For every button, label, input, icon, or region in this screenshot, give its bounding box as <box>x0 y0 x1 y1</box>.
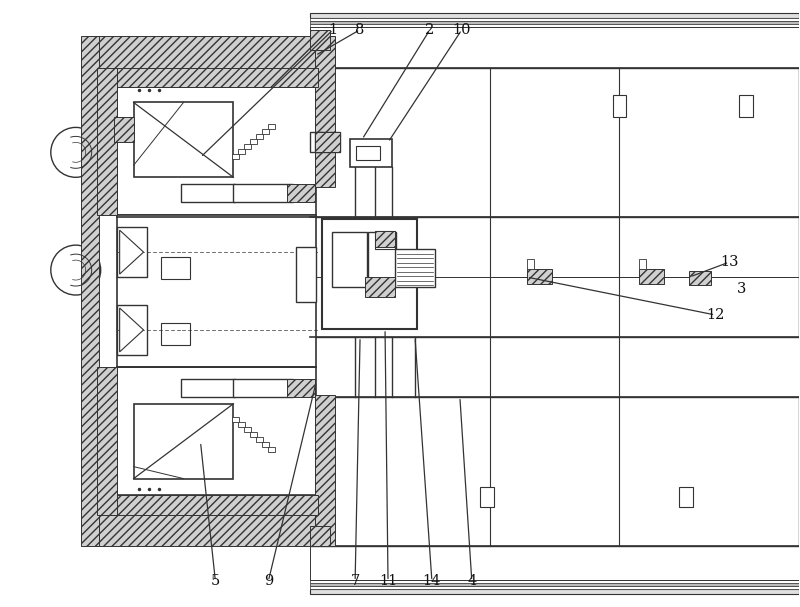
Bar <box>134 103 234 177</box>
Circle shape <box>51 127 101 177</box>
Bar <box>232 417 239 422</box>
Bar <box>690 271 711 285</box>
Bar <box>315 132 340 152</box>
Bar <box>97 67 117 215</box>
Circle shape <box>51 245 101 295</box>
Bar <box>315 132 340 152</box>
Bar <box>161 323 190 345</box>
Bar <box>232 154 239 159</box>
Bar <box>238 149 246 154</box>
Bar <box>739 95 753 117</box>
Bar <box>322 219 417 329</box>
Text: 13: 13 <box>720 255 738 269</box>
Bar <box>96 36 320 67</box>
Bar <box>310 217 799 337</box>
Bar <box>310 586 799 589</box>
Bar <box>395 249 435 287</box>
Bar <box>238 422 246 427</box>
Bar <box>81 36 98 546</box>
Bar <box>350 140 392 168</box>
Bar <box>310 589 799 594</box>
Bar <box>310 397 799 546</box>
Bar <box>310 546 799 580</box>
Polygon shape <box>120 308 143 352</box>
Bar <box>262 442 270 447</box>
Bar <box>234 379 294 397</box>
Text: 4: 4 <box>467 574 477 588</box>
Bar <box>332 232 367 287</box>
Bar <box>613 95 626 117</box>
Bar <box>365 277 395 297</box>
Bar <box>315 395 335 546</box>
Bar <box>639 259 646 269</box>
Text: 2: 2 <box>426 22 434 36</box>
Bar <box>368 232 396 287</box>
Bar <box>268 124 275 129</box>
Bar <box>310 583 799 586</box>
Bar <box>250 140 258 144</box>
Text: 9: 9 <box>264 574 273 588</box>
Text: 3: 3 <box>737 282 746 296</box>
Bar <box>375 231 395 249</box>
Bar <box>256 134 263 140</box>
Text: 10: 10 <box>453 22 471 36</box>
Bar <box>244 144 251 149</box>
Bar <box>134 404 234 478</box>
Bar <box>117 215 316 367</box>
Polygon shape <box>120 230 143 274</box>
Text: 5: 5 <box>210 574 220 588</box>
Bar <box>526 269 552 284</box>
Bar <box>310 30 330 50</box>
Bar <box>480 487 494 506</box>
Bar <box>310 27 799 67</box>
Bar <box>117 87 316 215</box>
Bar <box>310 67 799 217</box>
Text: 1: 1 <box>329 22 338 36</box>
Bar <box>117 305 146 355</box>
Bar <box>161 257 190 279</box>
Bar <box>310 526 330 546</box>
Bar <box>639 269 664 284</box>
Bar <box>114 67 318 87</box>
Bar <box>310 21 799 24</box>
Bar <box>181 185 235 202</box>
Bar <box>310 24 799 27</box>
Bar <box>117 367 316 495</box>
Bar <box>310 132 322 152</box>
Bar <box>310 18 799 21</box>
Bar <box>114 117 134 143</box>
Bar <box>356 146 380 160</box>
Bar <box>268 447 275 452</box>
Bar <box>315 36 335 188</box>
Bar <box>244 427 251 432</box>
Bar <box>310 13 799 18</box>
Bar <box>296 247 316 302</box>
Text: 8: 8 <box>355 22 365 36</box>
Bar <box>679 487 694 506</box>
Bar <box>262 129 270 134</box>
Bar <box>96 515 320 546</box>
Bar <box>526 259 534 269</box>
Bar <box>114 495 318 515</box>
Bar <box>287 379 315 397</box>
Bar <box>287 185 315 202</box>
Text: 7: 7 <box>350 574 360 588</box>
Bar <box>97 367 117 515</box>
Text: 11: 11 <box>379 574 397 588</box>
Bar <box>375 231 395 247</box>
Bar <box>117 227 146 277</box>
Bar <box>234 185 294 202</box>
Text: 14: 14 <box>422 574 441 588</box>
Text: 12: 12 <box>706 308 725 322</box>
Bar <box>181 379 235 397</box>
Bar <box>310 580 799 583</box>
Bar <box>250 432 258 436</box>
Bar <box>256 436 263 442</box>
